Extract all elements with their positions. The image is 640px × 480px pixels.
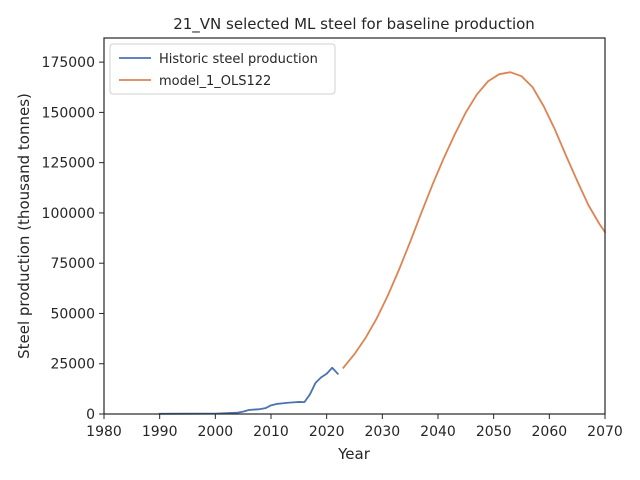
legend-entry-1: model_1_OLS122	[159, 74, 271, 89]
y-tick-label: 100000	[42, 206, 95, 222]
y-tick-label: 75000	[50, 256, 95, 272]
y-tick-label: 0	[86, 407, 95, 423]
x-tick-label: 1990	[142, 424, 178, 440]
chart-title: 21_VN selected ML steel for baseline pro…	[173, 15, 535, 34]
x-tick-label: 2000	[198, 424, 234, 440]
x-tick-label: 2010	[253, 424, 289, 440]
x-tick-label: 2070	[587, 424, 623, 440]
series-line-1	[342, 71, 607, 370]
y-tick-label: 175000	[42, 55, 95, 71]
x-tick-label: 1980	[86, 424, 122, 440]
x-tick-label: 2060	[532, 424, 568, 440]
y-tick-label: 125000	[42, 156, 95, 172]
y-tick-label: 25000	[50, 357, 95, 373]
x-tick-label: 2040	[420, 424, 456, 440]
y-tick-label: 50000	[50, 306, 95, 322]
x-tick-label: 2020	[309, 424, 345, 440]
y-axis-label: Steel production (thousand tonnes)	[15, 93, 33, 359]
plot-marks	[158, 71, 607, 415]
legend-box	[109, 43, 336, 95]
plot-frame	[103, 37, 606, 415]
legend: Historic steel production model_1_OLS122	[109, 43, 336, 95]
x-tick-label: 2050	[476, 424, 512, 440]
x-axis-label: Year	[337, 445, 371, 463]
x-tick-label: 2030	[365, 424, 401, 440]
legend-entry-0: Historic steel production	[159, 52, 318, 67]
axes: 1980 1990 2000 2010 2020 2030 2040 2050 2060 2070…	[42, 37, 623, 440]
y-tick-label: 150000	[42, 105, 95, 121]
series-line-0	[158, 366, 340, 415]
